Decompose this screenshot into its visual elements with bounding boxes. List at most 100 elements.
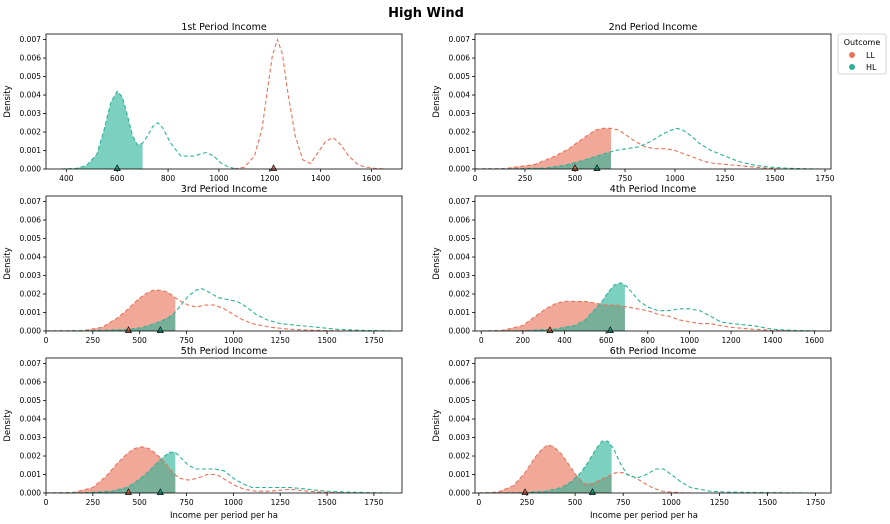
y-tick-label: 0.002	[449, 452, 471, 461]
panel-frame	[45, 195, 403, 332]
y-tick-label: 0.002	[449, 290, 471, 299]
panel-title: 5th Period Income	[181, 346, 268, 357]
x-tick-label: 1400	[763, 336, 782, 345]
legend-frame	[837, 33, 887, 75]
x-tick-label: 1750	[815, 174, 834, 183]
y-tick-label: 0.002	[20, 290, 42, 299]
panel-frame	[45, 357, 403, 494]
y-tick-label: 0.006	[449, 54, 471, 63]
x-tick-label: 750	[618, 174, 633, 183]
density-area-hl	[475, 151, 611, 169]
x-tick-label: 750	[616, 498, 631, 507]
y-tick-label: 0.000	[20, 489, 42, 498]
x-tick-label: 400	[59, 174, 74, 183]
legend-marker-ll	[849, 52, 855, 58]
y-tick-label: 0.001	[449, 470, 471, 479]
density-line-hl	[61, 90, 247, 169]
density-line-ll	[46, 289, 365, 331]
y-tick-label: 0.007	[20, 197, 42, 206]
density-line-ll	[46, 446, 346, 493]
y-tick-label: 0.005	[20, 72, 42, 81]
x-tick-label: 1500	[765, 174, 784, 183]
x-tick-label: 1500	[318, 336, 337, 345]
chart-panels: 1st Period Income Density 0.000 0.001 0.002 0…	[3, 22, 835, 507]
y-axis-label: Density	[432, 85, 442, 117]
x-tick-label: 1200	[722, 336, 741, 345]
density-area-hl	[481, 282, 625, 331]
panel-title: 2nd Period Income	[609, 22, 698, 33]
y-tick-label: 0.000	[449, 165, 471, 174]
plot-area	[478, 440, 822, 493]
x-tick-label: 500	[568, 498, 583, 507]
density-area-ll	[475, 128, 611, 169]
x-tick-label: 1750	[364, 498, 383, 507]
x-tick-label: 0	[473, 174, 478, 183]
density-area-hl	[61, 91, 143, 169]
x-tick-label: 1000	[665, 174, 684, 183]
density-line-ll	[234, 37, 385, 169]
y-tick-label: 0.004	[20, 253, 42, 262]
panel-title: 1st Period Income	[181, 22, 266, 33]
density-area-hl	[478, 441, 612, 493]
y-tick-label: 0.007	[20, 359, 42, 368]
y-tick-label: 0.001	[20, 308, 42, 317]
y-tick-label: 0.001	[20, 470, 42, 479]
y-tick-label: 0.003	[449, 271, 471, 280]
plot-area	[46, 446, 393, 493]
x-tick-label: 1000	[680, 336, 699, 345]
y-tick-label: 0.006	[20, 216, 42, 225]
legend-label-hl: HL	[866, 63, 877, 72]
x-axis-label-left: Income per period per ha	[170, 511, 278, 521]
x-tick-label: 1000	[224, 498, 243, 507]
panel-6: 6th Period Income Density 0.000 0.001 0.002 0…	[432, 346, 832, 507]
figure-title: High Wind	[388, 6, 464, 21]
x-tick-label: 1750	[364, 336, 383, 345]
x-tick-label: 1750	[806, 498, 825, 507]
x-tick-label: 400	[557, 336, 572, 345]
panel-2: 2nd Period Income Density 0.000 0.001 0.002 0…	[432, 22, 835, 183]
panel-1: 1st Period Income Density 0.000 0.001 0.002 0…	[3, 22, 403, 183]
x-tick-label: 800	[641, 336, 656, 345]
y-tick-label: 0.004	[449, 415, 471, 424]
x-tick-label: 1250	[271, 498, 290, 507]
panel-frame	[45, 33, 403, 170]
y-tick-label: 0.000	[20, 327, 42, 336]
x-tick-label: 800	[161, 174, 176, 183]
x-tick-label: 500	[568, 174, 583, 183]
x-tick-label: 500	[133, 498, 148, 507]
x-tick-label: 250	[520, 498, 535, 507]
x-axis-label-right: Income per period per ha	[590, 511, 698, 521]
y-tick-label: 0.007	[449, 359, 471, 368]
y-axis-label: Density	[432, 247, 442, 279]
legend-title: Outcome	[844, 38, 881, 47]
x-tick-label: 1400	[311, 174, 330, 183]
y-tick-label: 0.005	[20, 234, 42, 243]
plot-area	[475, 127, 823, 169]
density-line-hl	[481, 282, 819, 331]
y-tick-label: 0.002	[20, 128, 42, 137]
y-tick-label: 0.006	[449, 378, 471, 387]
y-tick-label: 0.000	[20, 165, 42, 174]
density-line-hl	[46, 451, 393, 493]
y-tick-label: 0.004	[20, 91, 42, 100]
panel-title: 3rd Period Income	[181, 184, 268, 195]
x-tick-label: 250	[86, 336, 101, 345]
x-tick-label: 0	[476, 498, 481, 507]
x-tick-label: 1250	[710, 498, 729, 507]
legend: Outcome LL HL	[837, 33, 887, 75]
x-tick-label: 600	[599, 336, 614, 345]
density-line-hl	[478, 440, 822, 493]
x-tick-label: 500	[133, 336, 148, 345]
x-tick-label: 1000	[209, 174, 228, 183]
y-tick-label: 0.003	[449, 433, 471, 442]
y-axis-label: Density	[3, 247, 13, 279]
y-tick-label: 0.005	[20, 396, 42, 405]
density-area-ll	[46, 290, 176, 331]
y-tick-label: 0.001	[449, 146, 471, 155]
density-area-hl	[46, 312, 176, 331]
x-tick-label: 250	[518, 174, 533, 183]
y-tick-label: 0.007	[449, 35, 471, 44]
y-tick-label: 0.002	[449, 128, 471, 137]
y-tick-label: 0.000	[449, 327, 471, 336]
